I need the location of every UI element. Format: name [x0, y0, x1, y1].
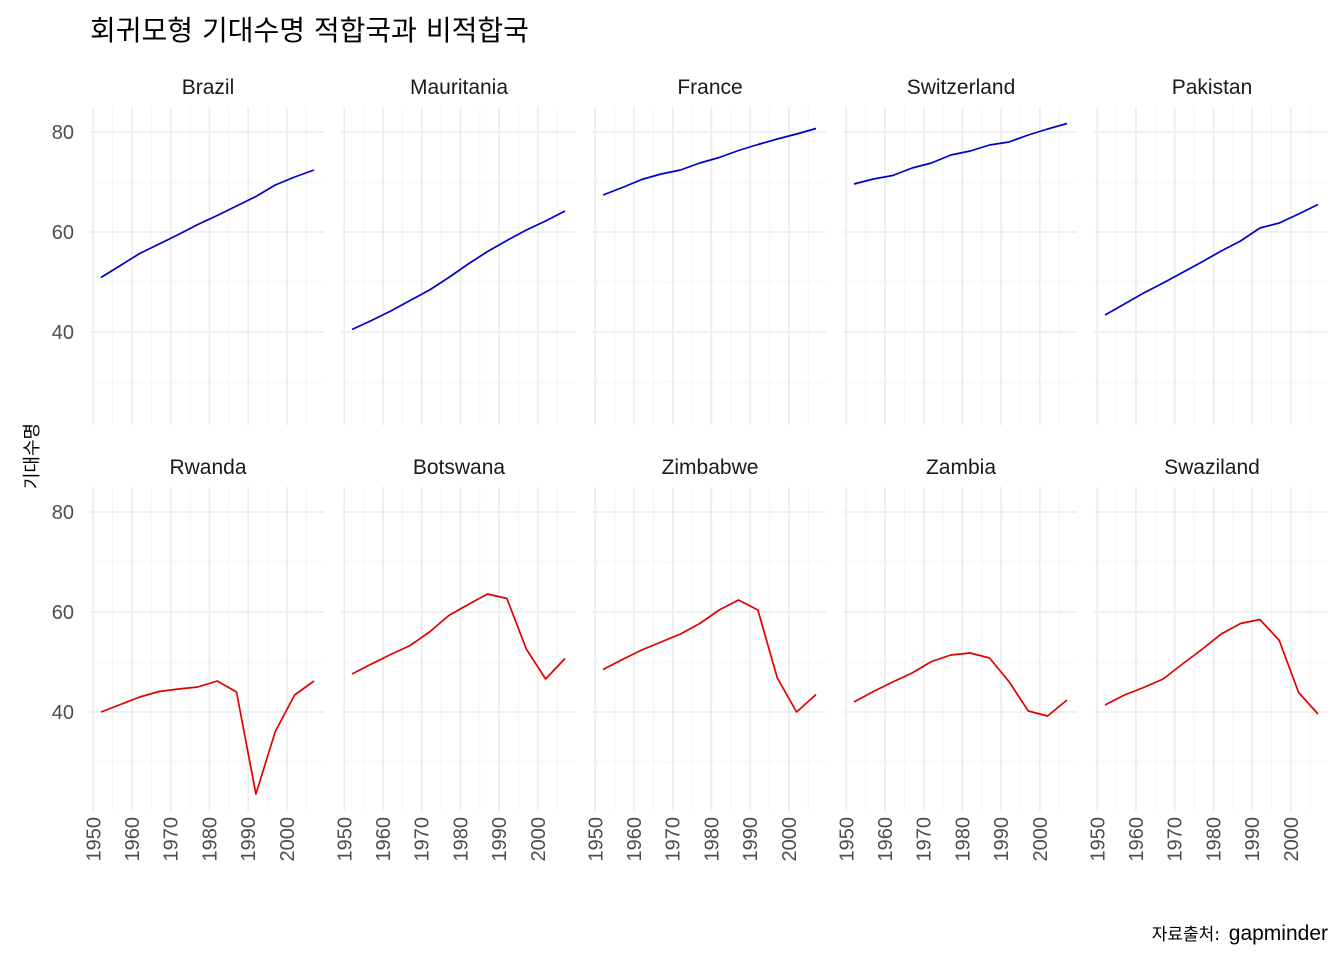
y-tick-label: 60: [52, 222, 74, 244]
facet-panel: Swaziland 1950 1960 1970 1980 1990 2000: [1087, 456, 1328, 862]
x-tick-label: 1960: [875, 817, 897, 862]
facet-panel: France: [592, 76, 826, 425]
x-tick-label: 1950: [83, 817, 105, 862]
x-tick-label: 1950: [836, 817, 858, 862]
x-tick-label: 2000: [528, 817, 550, 862]
series-line: [1104, 203, 1319, 316]
series-line: [351, 593, 566, 680]
facet-panel: Zambia 1950 1960 1970 1980 1990 2000: [836, 456, 1077, 862]
facet-panel: Rwanda 40 60 80 1950 1960 1970 1980 1990 2000: [52, 456, 324, 862]
series-line: [1104, 618, 1319, 715]
x-tick-label: 1990: [1242, 817, 1264, 862]
x-tick-label: 1960: [624, 817, 646, 862]
facet-panel: Switzerland: [843, 76, 1077, 425]
x-tick-label: 2000: [277, 817, 299, 862]
y-tick-label: 80: [52, 502, 74, 524]
x-tick-label: 1950: [1087, 817, 1109, 862]
x-tick-label: 1970: [663, 817, 685, 862]
x-tick-label: 1990: [740, 817, 762, 862]
x-tick-label: 2000: [1281, 817, 1303, 862]
facet-strip-label: Swaziland: [1164, 456, 1260, 479]
series-line: [100, 680, 315, 795]
chart-title: 회귀모형 기대수명 적합국과 비적합국: [90, 14, 529, 47]
x-tick-label: 1970: [161, 817, 183, 862]
x-tick-label: 1970: [914, 817, 936, 862]
y-tick-label: 40: [52, 702, 74, 724]
x-tick-label: 1980: [450, 817, 472, 862]
x-tick-label: 1950: [334, 817, 356, 862]
y-tick-label: 40: [52, 322, 74, 344]
x-tick-label: 1980: [1203, 817, 1225, 862]
x-tick-label: 1990: [991, 817, 1013, 862]
facet-panel: Zimbabwe 1950 1960 1970 1980 1990 2000: [585, 456, 826, 862]
facet-panel: Mauritania: [341, 76, 575, 425]
facet-strip-label: Zambia: [926, 456, 996, 479]
series-line: [602, 127, 817, 196]
y-axis-label: 기대수명: [22, 423, 43, 489]
y-tick-label: 80: [52, 122, 74, 144]
facet-strip-label: Pakistan: [1172, 76, 1253, 99]
facet-panels: Brazil 40 60 80 Mauritania France Switzerland P…: [52, 76, 1328, 862]
x-tick-label: 1980: [701, 817, 723, 862]
series-line: [602, 599, 817, 713]
facet-strip-label: Mauritania: [410, 76, 508, 99]
x-tick-label: 1970: [1165, 817, 1187, 862]
x-tick-label: 1990: [489, 817, 511, 862]
facet-strip-label: Botswana: [413, 456, 506, 479]
x-tick-label: 1950: [585, 817, 607, 862]
series-line: [853, 652, 1068, 717]
x-tick-label: 1960: [1126, 817, 1148, 862]
series-line: [351, 210, 566, 331]
y-tick-label: 60: [52, 602, 74, 624]
facet-strip-label: Switzerland: [907, 76, 1016, 99]
series-line: [100, 169, 315, 279]
x-tick-label: 1990: [238, 817, 260, 862]
caption-source: gapminder: [1229, 922, 1328, 945]
x-tick-label: 2000: [779, 817, 801, 862]
facet-strip-label: Brazil: [182, 76, 235, 99]
facet-panel: Botswana 1950 1960 1970 1980 1990 2000: [334, 456, 575, 862]
caption-prefix: 자료출처:: [1152, 925, 1220, 945]
x-tick-label: 1980: [199, 817, 221, 862]
series-line: [853, 122, 1068, 185]
facet-panel: Pakistan: [1094, 76, 1328, 425]
facet-panel: Brazil 40 60 80: [52, 76, 324, 425]
facet-strip-label: Rwanda: [169, 456, 246, 479]
x-tick-label: 1960: [122, 817, 144, 862]
facet-strip-label: France: [677, 76, 742, 99]
x-tick-label: 1980: [952, 817, 974, 862]
facet-strip-label: Zimbabwe: [662, 456, 759, 479]
x-tick-label: 2000: [1030, 817, 1052, 862]
x-tick-label: 1970: [412, 817, 434, 862]
x-tick-label: 1960: [373, 817, 395, 862]
